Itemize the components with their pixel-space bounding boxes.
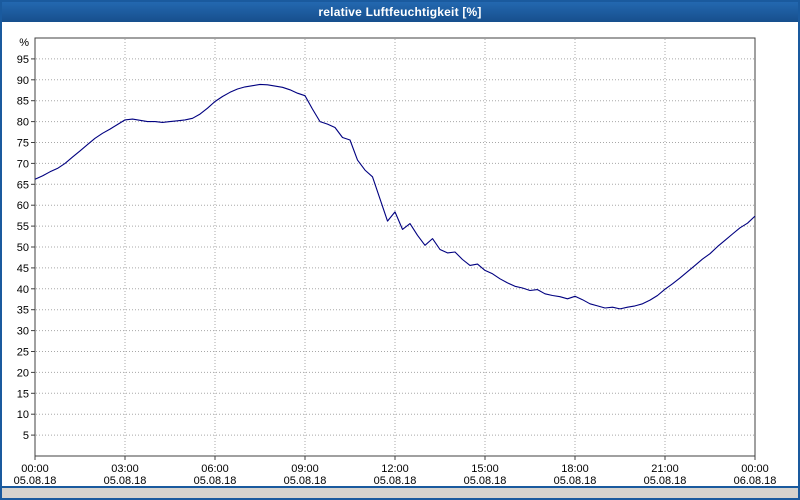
y-tick-label: 45 — [17, 263, 29, 275]
y-axis-unit-label: % — [19, 37, 29, 49]
y-tick-label: 65 — [17, 179, 29, 191]
y-tick-label: 35 — [17, 305, 29, 317]
y-tick-label: 25 — [17, 347, 29, 359]
x-tick-date-label: 05.08.18 — [554, 475, 597, 486]
y-tick-label: 85 — [17, 96, 29, 108]
y-tick-label: 20 — [17, 367, 29, 379]
x-tick-date-label: 05.08.18 — [104, 475, 147, 486]
window-title-bar: relative Luftfeuchtigkeit [%] — [2, 2, 798, 22]
x-tick-time-label: 12:00 — [381, 463, 409, 475]
y-tick-label: 40 — [17, 284, 29, 296]
x-tick-time-label: 09:00 — [291, 463, 319, 475]
chart-container: 5 10 15 20 25 30 35 40 45 50 55 60 65 70 75 80 85 90 95 00:… — [2, 22, 798, 486]
y-tick-label: 30 — [17, 326, 29, 338]
y-tick-label: 50 — [17, 242, 29, 254]
x-tick-time-label: 18:00 — [561, 463, 589, 475]
y-tick-label: 10 — [17, 409, 29, 421]
x-tick-time-label: 00:00 — [741, 463, 769, 475]
plot-frame — [34, 37, 756, 457]
y-tick-label: 15 — [17, 388, 29, 400]
humidity-line-chart: 5 10 15 20 25 30 35 40 45 50 55 60 65 70 75 80 85 90 95 00:… — [14, 37, 777, 486]
x-tick-date-label: 06.08.18 — [734, 475, 777, 486]
y-tick-label: 90 — [17, 75, 29, 87]
x-tick-time-label: 03:00 — [111, 463, 139, 475]
y-tick-label: 5 — [23, 430, 29, 442]
x-tick-date-label: 05.08.18 — [194, 475, 237, 486]
y-tick-label: 80 — [17, 117, 29, 129]
y-tick-label: 55 — [17, 221, 29, 233]
x-tick-time-label: 00:00 — [21, 463, 49, 475]
x-tick-time-label: 06:00 — [201, 463, 229, 475]
x-tick-time-label: 15:00 — [471, 463, 499, 475]
y-tick-label: 70 — [17, 158, 29, 170]
x-tick-date-label: 05.08.18 — [374, 475, 417, 486]
x-tick-date-label: 05.08.18 — [464, 475, 507, 486]
x-tick-time-label: 21:00 — [651, 463, 679, 475]
status-bar — [2, 486, 798, 498]
data-line — [34, 83, 756, 310]
x-tick-date-label: 05.08.18 — [14, 475, 57, 486]
x-tick-date-label: 05.08.18 — [644, 475, 687, 486]
y-tick-label: 60 — [17, 200, 29, 212]
x-tick-date-label: 05.08.18 — [284, 475, 327, 486]
y-tick-label: 75 — [17, 138, 29, 150]
y-tick-label: 95 — [17, 54, 29, 66]
window-title: relative Luftfeuchtigkeit [%] — [318, 5, 482, 19]
